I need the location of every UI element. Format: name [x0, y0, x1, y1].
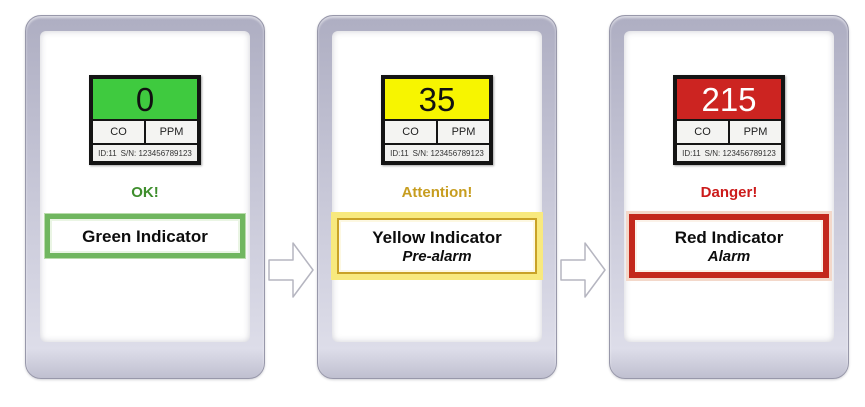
lcd-value: 0	[93, 79, 197, 119]
device-id: ID:11	[98, 148, 117, 158]
status-text: OK!	[131, 184, 159, 201]
device-id: ID:11	[390, 148, 409, 158]
arrow-green-to-yellow	[265, 15, 317, 407]
gas-label: CO	[93, 121, 144, 143]
indicator-label-box: Red Indicator Alarm	[629, 214, 829, 279]
right-arrow-icon	[560, 242, 606, 298]
serial-number: S/N: 123456789123	[704, 148, 776, 158]
panel-red-screen: 215 CO PPM ID:11 S/N: 123456789123 Dange…	[624, 31, 834, 342]
gas-label: CO	[677, 121, 728, 143]
indicator-label-box: Yellow Indicator Pre-alarm	[337, 218, 537, 275]
panel-green: 0 CO PPM ID:11 S/N: 123456789123 OK! Gre…	[25, 15, 265, 379]
lcd-id-row: ID:11 S/N: 123456789123	[385, 145, 489, 161]
status-text: Danger!	[700, 184, 758, 201]
indicator-subtitle: Pre-alarm	[402, 248, 472, 266]
indicator-title: Green Indicator	[82, 227, 208, 246]
panel-green-screen: 0 CO PPM ID:11 S/N: 123456789123 OK! Gre…	[40, 31, 250, 342]
device-id: ID:11	[682, 148, 701, 158]
co-detector-display: 35 CO PPM ID:11 S/N: 123456789123	[381, 75, 493, 165]
panel-yellow: 35 CO PPM ID:11 S/N: 123456789123 Attent…	[317, 15, 557, 379]
co-detector-display: 0 CO PPM ID:11 S/N: 123456789123	[89, 75, 201, 165]
indicator-subtitle: Alarm	[707, 248, 751, 266]
right-arrow-icon	[268, 242, 314, 298]
lcd-id-row: ID:11 S/N: 123456789123	[677, 145, 781, 161]
lcd-unit-row: CO PPM	[385, 121, 489, 143]
lcd-value: 215	[677, 79, 781, 119]
arrow-yellow-to-red	[557, 15, 609, 407]
co-detector-display: 215 CO PPM ID:11 S/N: 123456789123	[673, 75, 785, 165]
indicator-label-box: Green Indicator	[45, 214, 245, 259]
lcd-unit-row: CO PPM	[677, 121, 781, 143]
panel-yellow-screen: 35 CO PPM ID:11 S/N: 123456789123 Attent…	[332, 31, 542, 342]
status-text: Attention!	[401, 184, 473, 201]
indicator-title: Yellow Indicator	[372, 228, 502, 247]
serial-number: S/N: 123456789123	[120, 148, 192, 158]
gas-label: CO	[385, 121, 436, 143]
unit-label: PPM	[438, 121, 489, 143]
serial-number: S/N: 123456789123	[412, 148, 484, 158]
lcd-value: 35	[385, 79, 489, 119]
unit-label: PPM	[730, 121, 781, 143]
lcd-id-row: ID:11 S/N: 123456789123	[93, 145, 197, 161]
indicator-title: Red Indicator	[674, 228, 784, 247]
unit-label: PPM	[146, 121, 197, 143]
panel-red: 215 CO PPM ID:11 S/N: 123456789123 Dange…	[609, 15, 849, 379]
lcd-unit-row: CO PPM	[93, 121, 197, 143]
